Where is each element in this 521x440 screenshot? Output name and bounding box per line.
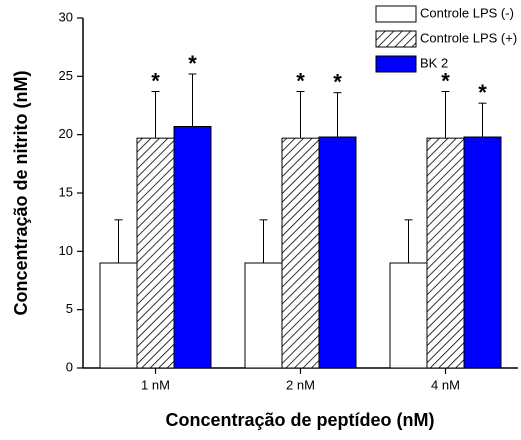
bar [389,262,428,369]
significance-label: * [296,68,305,93]
significance-label: * [151,68,160,93]
significance-label: * [441,68,450,93]
bar [244,262,283,369]
significance-label: * [478,80,487,105]
legend-label: Controle LPS (+) [420,30,517,45]
y-tick-label: 25 [59,68,73,83]
bar [281,137,320,369]
y-tick-label: 5 [66,301,73,316]
y-tick-label: 15 [59,184,73,199]
legend-label: BK 2 [420,55,448,70]
bar [426,137,465,369]
y-tick-label: 20 [59,126,73,141]
significance-label: * [333,69,342,94]
significance-label: * [188,51,197,76]
y-axis-title: Concentração de nitrito (nM) [11,70,31,315]
legend-swatch [375,55,417,73]
x-tick-label: 2 nM [286,377,315,392]
bar [173,126,212,369]
bar [318,136,357,369]
x-tick-label: 4 nM [431,377,460,392]
x-axis-title: Concentração de peptídeo (nM) [165,410,434,430]
y-tick-label: 0 [66,359,73,374]
y-tick-label: 30 [59,9,73,24]
bar [463,136,502,369]
y-tick-label: 10 [59,243,73,258]
x-tick-label: 1 nM [141,377,170,392]
legend-label: Controle LPS (-) [420,5,514,20]
bar [99,262,138,369]
bar [136,137,175,369]
legend-swatch [375,30,417,48]
legend-swatch [375,5,417,23]
